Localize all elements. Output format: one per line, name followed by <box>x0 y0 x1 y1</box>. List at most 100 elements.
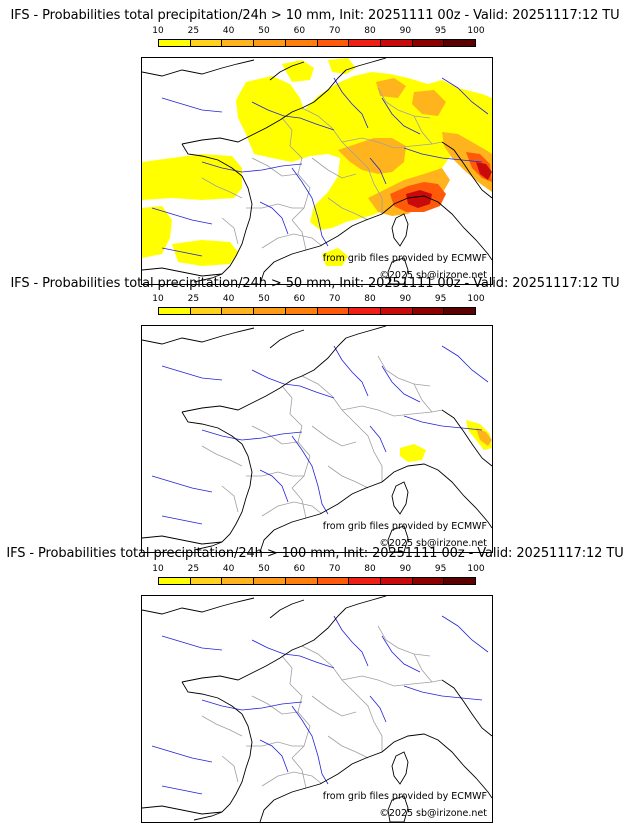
map-frame: from grib files provided by ECMWF ©2025 … <box>141 325 493 553</box>
colorbar-label: 10 <box>152 564 164 574</box>
border-line <box>246 471 304 477</box>
border-line <box>301 645 355 693</box>
border-line <box>353 691 383 752</box>
colorbar-swatch <box>444 40 476 46</box>
map-frame: from grib files provided by ECMWF ©2025 … <box>141 57 493 285</box>
border-line <box>291 487 307 519</box>
colorbar-swatch <box>380 40 413 46</box>
border-line <box>327 197 369 221</box>
data-source-credit: from grib files provided by ECMWF <box>322 253 487 264</box>
colorbar: 10 25 40 50 60 70 80 90 95 100 <box>152 564 485 592</box>
coastline <box>142 59 255 77</box>
river-line <box>259 469 289 503</box>
coastline <box>345 326 387 339</box>
colorbar-swatch <box>190 308 223 314</box>
border-line <box>341 675 443 687</box>
border-line <box>311 157 357 179</box>
border-line <box>353 153 383 214</box>
border-line <box>413 115 433 145</box>
coastline <box>381 195 492 261</box>
colorbar-label: 60 <box>293 294 306 304</box>
probability-area-low <box>328 58 356 74</box>
border-line <box>221 755 239 783</box>
border-line <box>291 757 307 789</box>
river-line <box>201 161 303 173</box>
river-line <box>381 365 421 403</box>
probability-area-mid <box>412 90 446 116</box>
coastline <box>381 733 492 799</box>
border-line <box>413 653 433 683</box>
border-line <box>221 485 239 513</box>
colorbar-swatch <box>380 578 413 584</box>
border-line <box>327 735 369 759</box>
colorbar-label: 50 <box>258 294 270 304</box>
river-line <box>403 415 483 431</box>
map-canvas <box>142 596 492 822</box>
coastline <box>181 143 243 177</box>
colorbar-label: 40 <box>222 294 235 304</box>
colorbar-swatch <box>222 308 255 314</box>
border-line <box>301 107 355 155</box>
border-line <box>301 375 355 423</box>
border-line <box>261 771 323 787</box>
coastline <box>181 607 347 683</box>
coastline <box>269 599 305 619</box>
river-line <box>441 345 489 383</box>
border-line <box>261 233 323 249</box>
coastline <box>142 327 255 345</box>
corsica-coastline <box>391 481 409 515</box>
probability-area-extreme <box>406 190 432 208</box>
probability-area-low <box>142 154 242 200</box>
colorbar-swatch <box>349 308 381 314</box>
colorbar-label: 80 <box>364 564 376 574</box>
coastline <box>441 679 492 737</box>
colorbar-label: 60 <box>293 26 306 36</box>
colorbar-swatch <box>190 40 223 46</box>
river-line <box>201 699 303 711</box>
probability-area-extreme <box>476 162 492 180</box>
coastline <box>181 681 243 715</box>
probability-area-low <box>142 206 172 258</box>
colorbar-swatch <box>285 578 318 584</box>
coastline <box>269 61 305 81</box>
panel-50mm: IFS - Probabilities total precipitation/… <box>0 276 630 553</box>
colorbar-swatch <box>317 308 350 314</box>
colorbar-labels: 10 25 40 50 60 70 80 90 95 100 <box>152 26 484 38</box>
colorbar-swatch <box>190 578 223 584</box>
colorbar-label: 10 <box>152 26 164 36</box>
probability-area-mid <box>338 138 406 174</box>
coastline <box>193 443 253 551</box>
colorbar-swatches <box>158 577 476 585</box>
colorbar-labels: 10 25 40 50 60 70 80 90 95 100 <box>152 294 484 306</box>
probability-area-low <box>400 444 426 462</box>
coastline <box>269 329 305 349</box>
panel-title: IFS - Probabilities total precipitation/… <box>10 8 620 23</box>
colorbar-swatch <box>222 40 255 46</box>
river-line <box>333 345 369 397</box>
border-line <box>377 87 431 119</box>
border-line <box>246 203 304 209</box>
probability-area-mid <box>442 132 492 192</box>
panel-100mm: IFS - Probabilities total precipitation/… <box>0 546 630 823</box>
colorbar-label: 50 <box>258 26 270 36</box>
colorbar-swatch <box>159 40 191 46</box>
colorbar-label: 10 <box>152 294 164 304</box>
coastline <box>259 751 383 822</box>
coastline <box>441 409 492 467</box>
river-line <box>291 167 329 247</box>
probability-area-low <box>322 248 348 266</box>
colorbar-label: 70 <box>328 564 341 574</box>
border-line <box>413 383 433 413</box>
colorbar-swatch <box>222 578 255 584</box>
border-line <box>201 715 243 737</box>
border-line <box>251 157 299 177</box>
colorbar-label: 25 <box>187 26 200 36</box>
coastline <box>259 213 383 284</box>
river-line <box>161 365 223 381</box>
sardinia-coastline <box>387 257 409 284</box>
colorbar-swatch <box>159 578 191 584</box>
colorbar-labels: 10 25 40 50 60 70 80 90 95 100 <box>152 564 484 576</box>
probability-area-mid <box>476 428 492 446</box>
colorbar-swatch <box>349 578 381 584</box>
border-line <box>251 695 299 715</box>
